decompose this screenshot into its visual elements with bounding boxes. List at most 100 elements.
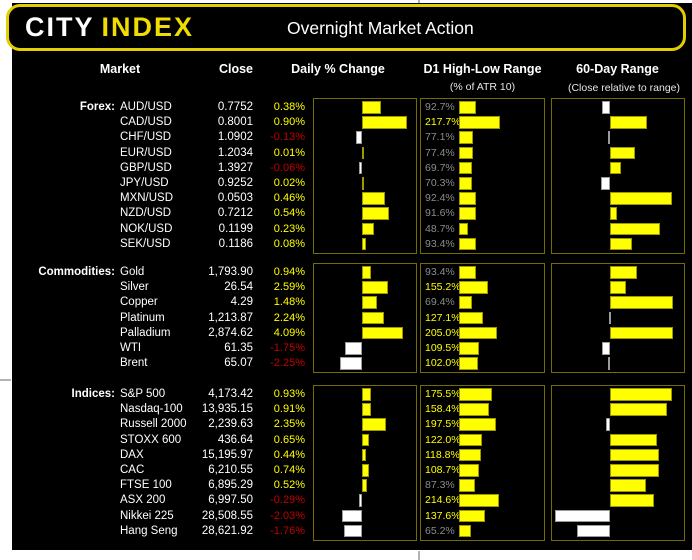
- d1-range-value: 77.4%: [425, 146, 455, 159]
- market-name: Platinum: [120, 311, 165, 324]
- daily-change-bar: [362, 177, 364, 190]
- d1-range-value: 87.3%: [425, 479, 455, 492]
- close-value: 1.0902: [217, 131, 253, 144]
- market-name: Russell 2000: [120, 418, 187, 431]
- market-name: GBP/USD: [120, 161, 172, 174]
- close-value: 28,508.55: [201, 509, 253, 522]
- sixty-day-range-panel: [551, 263, 685, 374]
- sixty-day-range-bar: [601, 101, 610, 114]
- d1-range-value: 197.5%: [425, 418, 461, 431]
- market-name: WTI: [120, 342, 142, 354]
- sixty-day-range-bar: [600, 177, 610, 190]
- daily-change-bar: [339, 357, 362, 370]
- sixty-day-range-bar: [610, 296, 674, 309]
- daily-change-bar: [362, 403, 372, 416]
- d1-range-bar: [459, 342, 480, 355]
- close-value: 6,895.29: [208, 479, 253, 492]
- d1-range-bar: [459, 433, 482, 447]
- daily-change-bar: [362, 448, 367, 462]
- d1-range-bar: [459, 448, 482, 462]
- daily-change-bar: [362, 237, 366, 251]
- close-value: 1,793.90: [208, 266, 253, 278]
- market-name: Palladium: [120, 326, 171, 339]
- daily-change-value: -1.76%: [270, 524, 305, 537]
- market-name: CAD/USD: [120, 116, 172, 129]
- sixty-day-range-bar: [605, 418, 610, 431]
- d1-range-value: 48.7%: [425, 222, 455, 235]
- market-name: S&P 500: [120, 388, 166, 400]
- close-value: 65.07: [224, 357, 253, 370]
- d1-range-bar: [459, 266, 477, 279]
- daily-change-value: 0.90%: [273, 116, 305, 129]
- close-value: 4,173.42: [208, 388, 253, 400]
- column-header-daily-change: Daily % Change: [291, 62, 385, 76]
- market-name: CHF/USD: [120, 131, 172, 144]
- daily-change-value: -2.25%: [270, 357, 305, 370]
- close-value: 2,874.62: [208, 326, 253, 339]
- close-value: 436.64: [217, 433, 253, 446]
- section-forex: Forex: 92.7% 217.7% 77.1% 77.4% 69.7% 70.3% 92.…: [12, 98, 692, 254]
- close-value: 2,239.63: [208, 418, 253, 431]
- daily-change-bar: [362, 207, 389, 220]
- daily-change-value: 2.59%: [273, 281, 305, 294]
- daily-change-panel: [313, 263, 417, 374]
- daily-change-bar: [362, 388, 372, 401]
- d1-range-value: 102.0%: [425, 357, 461, 370]
- daily-change-bar: [362, 222, 374, 236]
- d1-range-bar: [459, 494, 499, 507]
- daily-change-value: 0.38%: [273, 101, 305, 113]
- daily-change-value: 0.91%: [273, 403, 305, 416]
- sixty-day-range-panel: [551, 98, 685, 254]
- sixty-day-range-bar: [554, 509, 610, 523]
- market-name: Copper: [120, 296, 158, 309]
- daily-change-value: 0.93%: [273, 388, 305, 400]
- close-value: 1,213.87: [208, 311, 253, 324]
- d1-range-value: 127.1%: [425, 311, 461, 324]
- column-header-60-day-range: 60-Day Range: [576, 62, 659, 76]
- market-name: Brent: [120, 357, 148, 370]
- sixty-day-range-bar: [610, 494, 654, 507]
- sixty-day-range-bar: [610, 281, 626, 294]
- sixty-day-range-bar: [608, 357, 611, 370]
- d1-range-value: 205.0%: [425, 326, 461, 339]
- d1-range-value: 92.7%: [425, 101, 455, 113]
- sixty-day-range-bar: [610, 326, 674, 340]
- d1-range-value: 109.5%: [425, 342, 461, 354]
- daily-change-value: 2.24%: [273, 311, 305, 324]
- market-name: Hang Seng: [120, 524, 178, 537]
- d1-range-bar: [459, 237, 477, 251]
- market-name: EUR/USD: [120, 146, 172, 159]
- daily-change-value: -0.13%: [270, 131, 305, 144]
- close-value: 61.35: [224, 342, 253, 354]
- d1-range-value: 214.6%: [425, 494, 461, 507]
- d1-range-bar: [459, 464, 480, 477]
- market-name: Nikkei 225: [120, 509, 174, 522]
- market-name: CAC: [120, 464, 145, 476]
- d1-range-value: 217.7%: [425, 116, 461, 129]
- d1-range-bar: [459, 146, 474, 160]
- d1-range-value: 155.2%: [425, 281, 461, 294]
- daily-change-value: 0.52%: [273, 479, 305, 492]
- daily-change-value: 1.48%: [273, 296, 305, 309]
- sixty-day-range-bar: [610, 433, 657, 447]
- daily-change-bar: [362, 311, 385, 325]
- market-name: Silver: [120, 281, 149, 294]
- sixty-day-range-bar: [601, 342, 610, 355]
- d1-range-value: 175.5%: [425, 388, 461, 400]
- market-name: Gold: [120, 266, 145, 278]
- d1-range-bar: [459, 222, 469, 236]
- d1-range-value: 93.4%: [425, 237, 455, 250]
- daily-change-value: -0.29%: [270, 494, 305, 507]
- sixty-day-range-bar: [610, 448, 659, 462]
- d1-range-bar: [459, 479, 476, 492]
- d1-range-value: 70.3%: [425, 177, 455, 189]
- daily-change-bar: [362, 101, 381, 114]
- d1-range-value: 137.6%: [425, 509, 461, 522]
- daily-change-value: -0.06%: [270, 161, 305, 174]
- daily-change-value: 0.23%: [273, 222, 305, 235]
- daily-change-value: -2.03%: [270, 509, 305, 522]
- close-value: 0.8001: [217, 116, 253, 129]
- daily-change-bar: [355, 131, 362, 144]
- sixty-day-range-bar: [610, 222, 661, 236]
- d1-range-panel: 175.5% 158.4% 197.5% 122.0% 118.8% 108.7% 87.3…: [420, 385, 545, 541]
